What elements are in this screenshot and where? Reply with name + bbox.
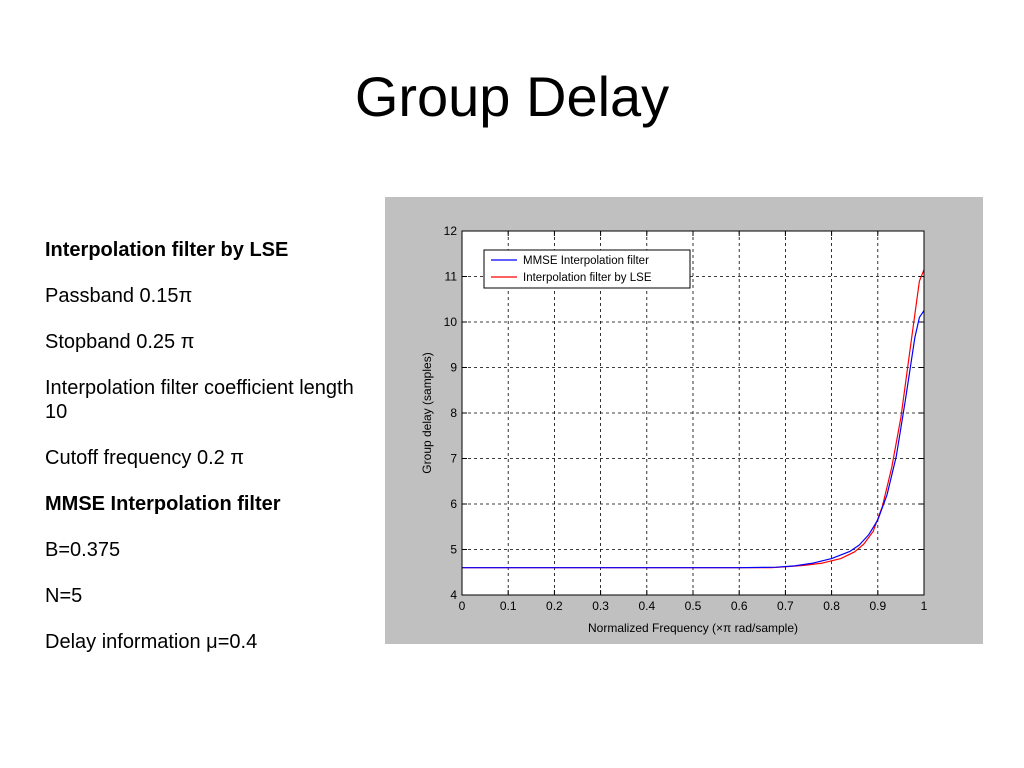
x-tick-label: 0 xyxy=(459,599,466,613)
x-tick-label: 1 xyxy=(921,599,928,613)
x-axis-label: Normalized Frequency (×π rad/sample) xyxy=(588,621,798,635)
y-tick-label: 4 xyxy=(450,588,457,602)
note-item: Interpolation filter by LSE xyxy=(45,239,289,261)
series-line-mmse xyxy=(462,310,925,569)
grid xyxy=(462,231,924,595)
slide-title: Group Delay xyxy=(354,65,670,128)
legend: MMSE Interpolation filter Interpolation … xyxy=(483,249,691,289)
plot-frame xyxy=(461,230,925,596)
notes-list: Interpolation filter by LSE Passband 0.1… xyxy=(45,238,375,676)
y-tick-label: 5 xyxy=(450,543,457,557)
x-tick-label: 0.8 xyxy=(823,599,840,613)
y-axis-label: Group delay (samples) xyxy=(420,352,434,473)
y-tick-labels: 4 5 6 7 8 9 10 11 12 xyxy=(444,224,458,602)
y-tick-label: 10 xyxy=(444,315,458,329)
figure-panel: 0 0.1 0.2 0.3 0.4 0.5 0.6 0.7 0.8 0.9 1 4 5 6 7 8 9 10 11… xyxy=(385,197,983,644)
x-tick-labels: 0 0.1 0.2 0.3 0.4 0.5 0.6 0.7 0.8 0.9 1 xyxy=(459,599,928,613)
note-item: Stopband 0.25 π xyxy=(45,331,195,353)
x-tick-label: 0.7 xyxy=(777,599,794,613)
y-tick-label: 11 xyxy=(445,270,458,284)
x-tick-label: 0.6 xyxy=(731,599,748,613)
y-tick-label: 6 xyxy=(450,497,457,511)
x-tick-label: 0.1 xyxy=(500,599,517,613)
note-item: Cutoff frequency 0.2 π xyxy=(45,447,245,469)
note-item: Passband 0.15π xyxy=(45,285,193,307)
group-delay-chart: 0 0.1 0.2 0.3 0.4 0.5 0.6 0.7 0.8 0.9 1 4 5 6 7 8 9 10 11… xyxy=(420,224,928,635)
x-tick-label: 0.4 xyxy=(638,599,655,613)
legend-label-mmse: MMSE Interpolation filter xyxy=(523,255,649,267)
note-item: Interpolation filter coefficient length … xyxy=(45,377,354,423)
x-tick-label: 0.9 xyxy=(869,599,886,613)
y-tick-label: 9 xyxy=(450,361,457,375)
x-tick-label: 0.5 xyxy=(685,599,702,613)
x-tick-label: 0.3 xyxy=(592,599,609,613)
note-item: Delay information μ=0.4 xyxy=(45,631,258,653)
y-tick-label: 8 xyxy=(450,406,457,420)
y-tick-label: 7 xyxy=(450,452,457,466)
note-item: B=0.375 xyxy=(45,539,121,561)
series-lines xyxy=(462,269,925,569)
legend-box xyxy=(483,249,691,289)
y-tick-label: 12 xyxy=(444,224,458,238)
legend-label-lse: Interpolation filter by LSE xyxy=(523,272,652,284)
note-item: MMSE Interpolation filter xyxy=(45,493,281,515)
note-item: N=5 xyxy=(45,585,83,607)
x-tick-label: 0.2 xyxy=(546,599,563,613)
